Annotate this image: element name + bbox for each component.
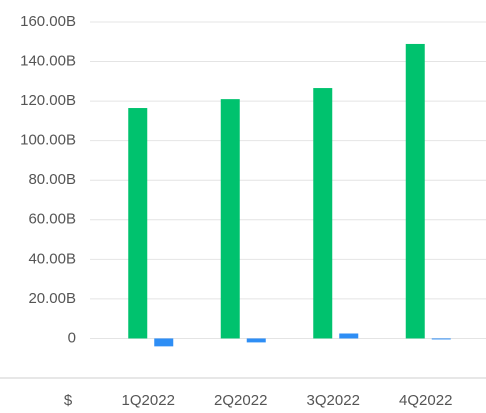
- bar: [220, 99, 240, 339]
- bar: [405, 43, 425, 339]
- x-axis-label: $: [64, 392, 73, 409]
- y-tick-label: 160.00B: [20, 13, 76, 30]
- x-tick-label: 2Q2022: [214, 392, 267, 409]
- bar: [246, 338, 266, 343]
- y-tick-label: 20.00B: [28, 290, 76, 307]
- y-tick-label: 40.00B: [28, 250, 76, 267]
- y-tick-label: 100.00B: [20, 132, 76, 149]
- y-tick-label: 0: [68, 329, 76, 346]
- bar: [128, 108, 148, 339]
- y-tick-label: 120.00B: [20, 92, 76, 109]
- y-tick-label: 60.00B: [28, 211, 76, 228]
- x-tick-label: 3Q2022: [307, 392, 360, 409]
- bar: [313, 88, 333, 339]
- x-tick-label: 4Q2022: [399, 392, 452, 409]
- bar: [154, 338, 174, 347]
- bar: [431, 338, 451, 340]
- y-tick-label: 140.00B: [20, 53, 76, 70]
- bar: [339, 333, 359, 339]
- x-tick-label: 1Q2022: [122, 392, 175, 409]
- y-tick-label: 80.00B: [28, 171, 76, 188]
